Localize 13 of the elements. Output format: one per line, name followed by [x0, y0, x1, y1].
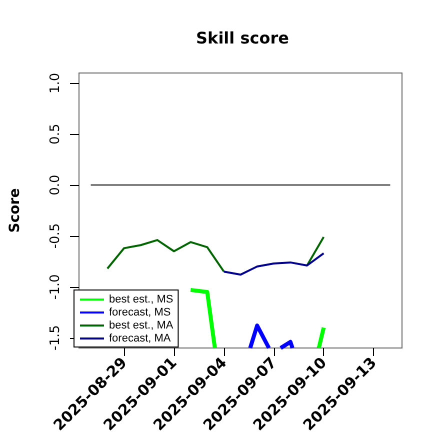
legend-label: best est., MA [109, 320, 174, 332]
y-tick-label: -0.5 [48, 223, 63, 249]
legend-label: best est., MS [109, 294, 174, 306]
chart-title: Skill score [196, 28, 290, 48]
legend-label: forecast, MA [109, 332, 172, 344]
y-tick-label: -1.5 [48, 325, 63, 350]
y-tick-label: 1.0 [48, 72, 63, 94]
legend-label: forecast, MS [109, 306, 171, 318]
line-series [222, 252, 325, 276]
y-axis-title: Score [7, 188, 23, 233]
y-tick-label: 0.0 [48, 174, 63, 196]
y-tick-label: -1.0 [48, 274, 63, 300]
y-tick-label: 0.5 [48, 124, 63, 144]
